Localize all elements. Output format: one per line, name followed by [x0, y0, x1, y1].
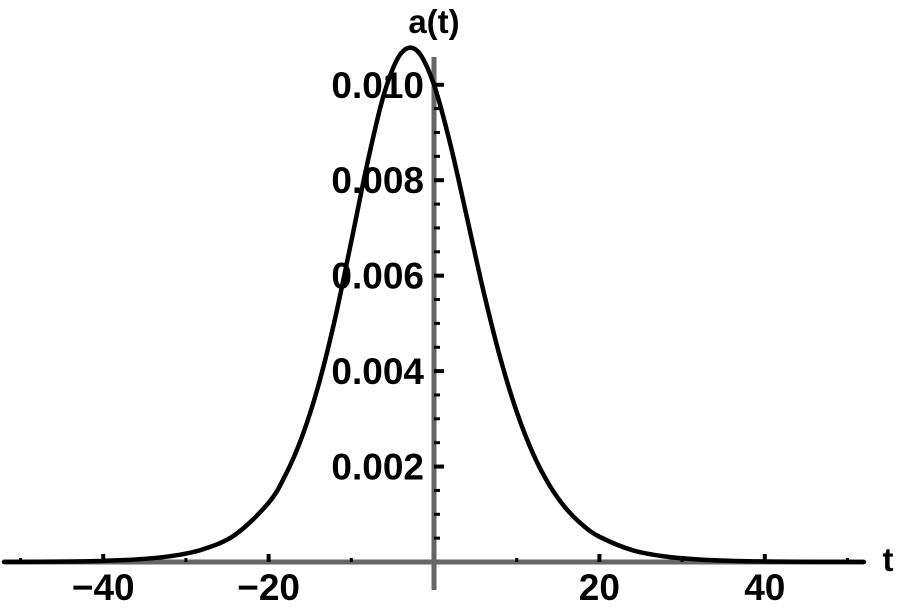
y-tick-label: 0.010: [331, 65, 424, 106]
x-tick-label: −40: [72, 567, 135, 608]
x-tick-label: 40: [744, 567, 785, 608]
y-tick-label: 0.008: [331, 160, 424, 201]
y-tick-label: 0.002: [331, 447, 424, 488]
x-axis-label: t: [883, 541, 894, 578]
series-line: [1, 45, 867, 565]
x-tick-label: 20: [579, 567, 620, 608]
x-tick-label: −20: [237, 567, 300, 608]
y-axis-label: a(t): [408, 3, 459, 40]
x-axis-ticks: −40 −20 20 40: [19, 554, 849, 608]
y-tick-label: 0.004: [331, 351, 424, 392]
